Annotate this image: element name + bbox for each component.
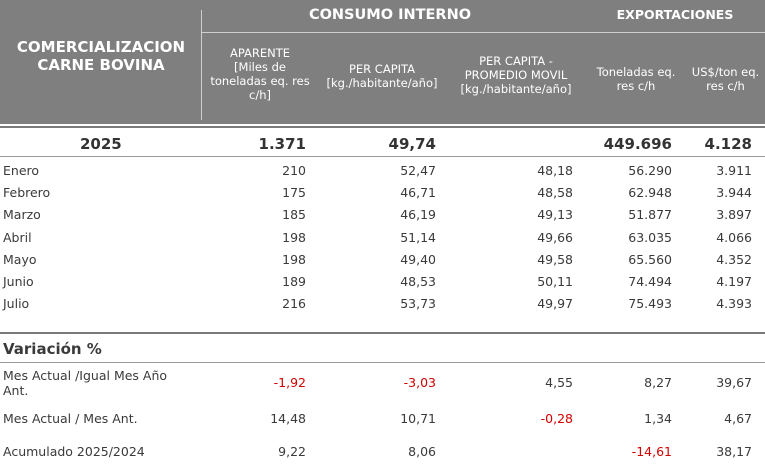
section-rule	[0, 332, 765, 334]
table-header: COMERCIALIZACION CARNE BOVINA CONSUMO IN…	[0, 0, 765, 124]
total-usd: 4.128	[704, 135, 752, 153]
table-title-line-2: CARNE BOVINA	[37, 56, 165, 75]
section-rule	[0, 362, 765, 363]
table-title-line-1: COMERCIALIZACION	[16, 38, 186, 56]
total-per-capita: 49,74	[388, 135, 436, 153]
header-rule	[0, 126, 765, 128]
total-toneladas: 449.696	[603, 135, 672, 153]
variacion-title: Variación %	[3, 340, 102, 358]
total-aparente: 1.371	[258, 135, 306, 153]
total-rule	[0, 156, 765, 157]
col-header-promedio-movil: PER CAPITA - PROMEDIO MOVIL [kg./habitan…	[460, 54, 572, 97]
header-divider	[201, 32, 765, 33]
consumo-interno-header: CONSUMO INTERNO	[308, 7, 472, 23]
col-header-aparente: APARENTE [Miles de toneladas eq. res c/h…	[210, 46, 310, 103]
col-header-usd: US$/ton eq. res c/h	[691, 65, 760, 94]
header-divider	[201, 10, 202, 120]
col-header-per-capita: PER CAPITA [kg./habitante/año]	[326, 62, 438, 91]
total-label: 2025	[80, 135, 122, 153]
col-header-toneladas: Toneladas eq. res c/h	[596, 65, 676, 94]
row-label: Mes Actual /Igual Mes Año Ant.	[3, 368, 168, 398]
table-title: COMERCIALIZACION CARNE BOVINA	[4, 38, 198, 75]
exportaciones-header: EXPORTACIONES	[616, 7, 734, 22]
